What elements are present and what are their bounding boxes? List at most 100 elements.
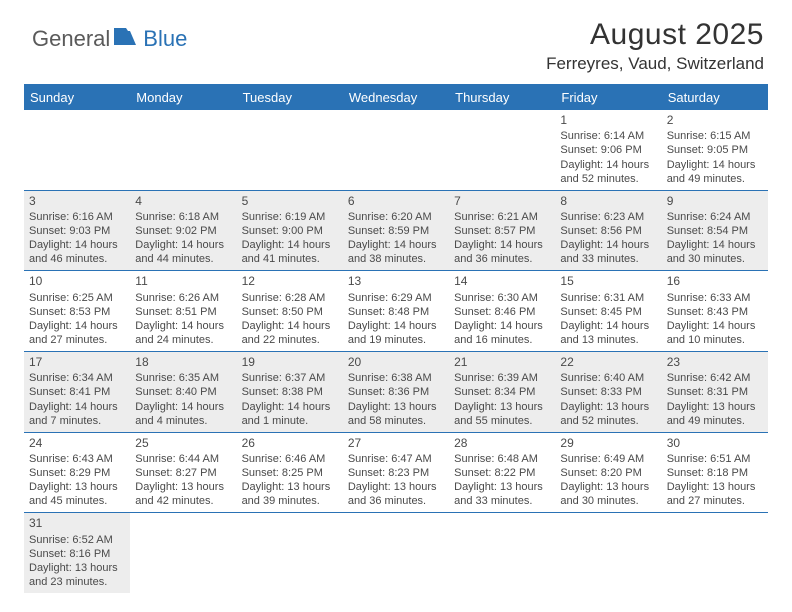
week-row: 24Sunrise: 6:43 AMSunset: 8:29 PMDayligh… — [24, 433, 768, 514]
sunset-text: Sunset: 8:51 PM — [135, 305, 231, 319]
daylight-text: Daylight: 14 hours and 7 minutes. — [29, 400, 125, 428]
calendar: SundayMondayTuesdayWednesdayThursdayFrid… — [24, 84, 768, 593]
day-cell: 23Sunrise: 6:42 AMSunset: 8:31 PMDayligh… — [662, 352, 768, 432]
sunset-text: Sunset: 9:05 PM — [667, 143, 763, 157]
sunrise-text: Sunrise: 6:23 AM — [560, 210, 656, 224]
sunrise-text: Sunrise: 6:29 AM — [348, 291, 444, 305]
daylight-text: Daylight: 14 hours and 16 minutes. — [454, 319, 550, 347]
week-row: 3Sunrise: 6:16 AMSunset: 9:03 PMDaylight… — [24, 191, 768, 272]
sunset-text: Sunset: 8:43 PM — [667, 305, 763, 319]
sunrise-text: Sunrise: 6:43 AM — [29, 452, 125, 466]
daylight-text: Daylight: 13 hours and 58 minutes. — [348, 400, 444, 428]
daylight-text: Daylight: 14 hours and 4 minutes. — [135, 400, 231, 428]
sunset-text: Sunset: 8:50 PM — [242, 305, 338, 319]
day-cell — [237, 513, 343, 593]
sunrise-text: Sunrise: 6:19 AM — [242, 210, 338, 224]
logo-flag-icon — [114, 28, 140, 51]
weekday-header: Saturday — [662, 86, 768, 110]
day-cell — [343, 110, 449, 190]
sunrise-text: Sunrise: 6:47 AM — [348, 452, 444, 466]
daylight-text: Daylight: 13 hours and 23 minutes. — [29, 561, 125, 589]
sunrise-text: Sunrise: 6:26 AM — [135, 291, 231, 305]
day-number: 15 — [560, 274, 656, 289]
daylight-text: Daylight: 13 hours and 39 minutes. — [242, 480, 338, 508]
day-cell: 27Sunrise: 6:47 AMSunset: 8:23 PMDayligh… — [343, 433, 449, 513]
day-cell: 31Sunrise: 6:52 AMSunset: 8:16 PMDayligh… — [24, 513, 130, 593]
header: General Blue August 2025 Ferreyres, Vaud… — [0, 0, 792, 78]
day-number: 12 — [242, 274, 338, 289]
day-number: 5 — [242, 194, 338, 209]
day-cell: 2Sunrise: 6:15 AMSunset: 9:05 PMDaylight… — [662, 110, 768, 190]
day-cell: 7Sunrise: 6:21 AMSunset: 8:57 PMDaylight… — [449, 191, 555, 271]
day-number: 6 — [348, 194, 444, 209]
sunrise-text: Sunrise: 6:15 AM — [667, 129, 763, 143]
daylight-text: Daylight: 14 hours and 52 minutes. — [560, 158, 656, 186]
daylight-text: Daylight: 13 hours and 33 minutes. — [454, 480, 550, 508]
sunset-text: Sunset: 8:33 PM — [560, 385, 656, 399]
weeks-container: 1Sunrise: 6:14 AMSunset: 9:06 PMDaylight… — [24, 110, 768, 593]
sunrise-text: Sunrise: 6:49 AM — [560, 452, 656, 466]
sunrise-text: Sunrise: 6:16 AM — [29, 210, 125, 224]
week-row: 10Sunrise: 6:25 AMSunset: 8:53 PMDayligh… — [24, 271, 768, 352]
sunset-text: Sunset: 8:38 PM — [242, 385, 338, 399]
daylight-text: Daylight: 14 hours and 44 minutes. — [135, 238, 231, 266]
sunrise-text: Sunrise: 6:40 AM — [560, 371, 656, 385]
day-number: 8 — [560, 194, 656, 209]
day-number: 14 — [454, 274, 550, 289]
sunrise-text: Sunrise: 6:39 AM — [454, 371, 550, 385]
day-cell: 19Sunrise: 6:37 AMSunset: 8:38 PMDayligh… — [237, 352, 343, 432]
day-number: 27 — [348, 436, 444, 451]
logo-text-general: General — [32, 26, 110, 52]
week-row: 1Sunrise: 6:14 AMSunset: 9:06 PMDaylight… — [24, 110, 768, 191]
sunrise-text: Sunrise: 6:48 AM — [454, 452, 550, 466]
day-cell: 1Sunrise: 6:14 AMSunset: 9:06 PMDaylight… — [555, 110, 661, 190]
sunset-text: Sunset: 8:34 PM — [454, 385, 550, 399]
sunset-text: Sunset: 8:31 PM — [667, 385, 763, 399]
day-cell — [449, 513, 555, 593]
day-cell: 17Sunrise: 6:34 AMSunset: 8:41 PMDayligh… — [24, 352, 130, 432]
sunset-text: Sunset: 8:36 PM — [348, 385, 444, 399]
day-cell: 11Sunrise: 6:26 AMSunset: 8:51 PMDayligh… — [130, 271, 236, 351]
daylight-text: Daylight: 13 hours and 45 minutes. — [29, 480, 125, 508]
sunset-text: Sunset: 8:22 PM — [454, 466, 550, 480]
day-cell: 12Sunrise: 6:28 AMSunset: 8:50 PMDayligh… — [237, 271, 343, 351]
sunrise-text: Sunrise: 6:14 AM — [560, 129, 656, 143]
title-block: August 2025 Ferreyres, Vaud, Switzerland — [546, 18, 764, 74]
day-cell: 18Sunrise: 6:35 AMSunset: 8:40 PMDayligh… — [130, 352, 236, 432]
sunrise-text: Sunrise: 6:33 AM — [667, 291, 763, 305]
sunset-text: Sunset: 8:25 PM — [242, 466, 338, 480]
day-number: 17 — [29, 355, 125, 370]
day-cell — [24, 110, 130, 190]
sunset-text: Sunset: 9:06 PM — [560, 143, 656, 157]
day-number: 9 — [667, 194, 763, 209]
sunset-text: Sunset: 8:23 PM — [348, 466, 444, 480]
sunrise-text: Sunrise: 6:38 AM — [348, 371, 444, 385]
weekday-header: Monday — [130, 86, 236, 110]
sunrise-text: Sunrise: 6:46 AM — [242, 452, 338, 466]
day-cell: 15Sunrise: 6:31 AMSunset: 8:45 PMDayligh… — [555, 271, 661, 351]
day-cell — [130, 513, 236, 593]
day-cell: 13Sunrise: 6:29 AMSunset: 8:48 PMDayligh… — [343, 271, 449, 351]
day-cell: 24Sunrise: 6:43 AMSunset: 8:29 PMDayligh… — [24, 433, 130, 513]
daylight-text: Daylight: 14 hours and 22 minutes. — [242, 319, 338, 347]
daylight-text: Daylight: 13 hours and 49 minutes. — [667, 400, 763, 428]
sunrise-text: Sunrise: 6:52 AM — [29, 533, 125, 547]
daylight-text: Daylight: 14 hours and 1 minute. — [242, 400, 338, 428]
sunset-text: Sunset: 8:56 PM — [560, 224, 656, 238]
daylight-text: Daylight: 14 hours and 41 minutes. — [242, 238, 338, 266]
sunrise-text: Sunrise: 6:24 AM — [667, 210, 763, 224]
day-number: 11 — [135, 274, 231, 289]
day-cell — [343, 513, 449, 593]
sunrise-text: Sunrise: 6:18 AM — [135, 210, 231, 224]
day-number: 10 — [29, 274, 125, 289]
day-cell: 25Sunrise: 6:44 AMSunset: 8:27 PMDayligh… — [130, 433, 236, 513]
sunset-text: Sunset: 8:45 PM — [560, 305, 656, 319]
day-cell: 14Sunrise: 6:30 AMSunset: 8:46 PMDayligh… — [449, 271, 555, 351]
sunrise-text: Sunrise: 6:20 AM — [348, 210, 444, 224]
day-cell: 10Sunrise: 6:25 AMSunset: 8:53 PMDayligh… — [24, 271, 130, 351]
sunrise-text: Sunrise: 6:30 AM — [454, 291, 550, 305]
sunrise-text: Sunrise: 6:51 AM — [667, 452, 763, 466]
daylight-text: Daylight: 14 hours and 49 minutes. — [667, 158, 763, 186]
sunset-text: Sunset: 8:59 PM — [348, 224, 444, 238]
sunset-text: Sunset: 8:18 PM — [667, 466, 763, 480]
